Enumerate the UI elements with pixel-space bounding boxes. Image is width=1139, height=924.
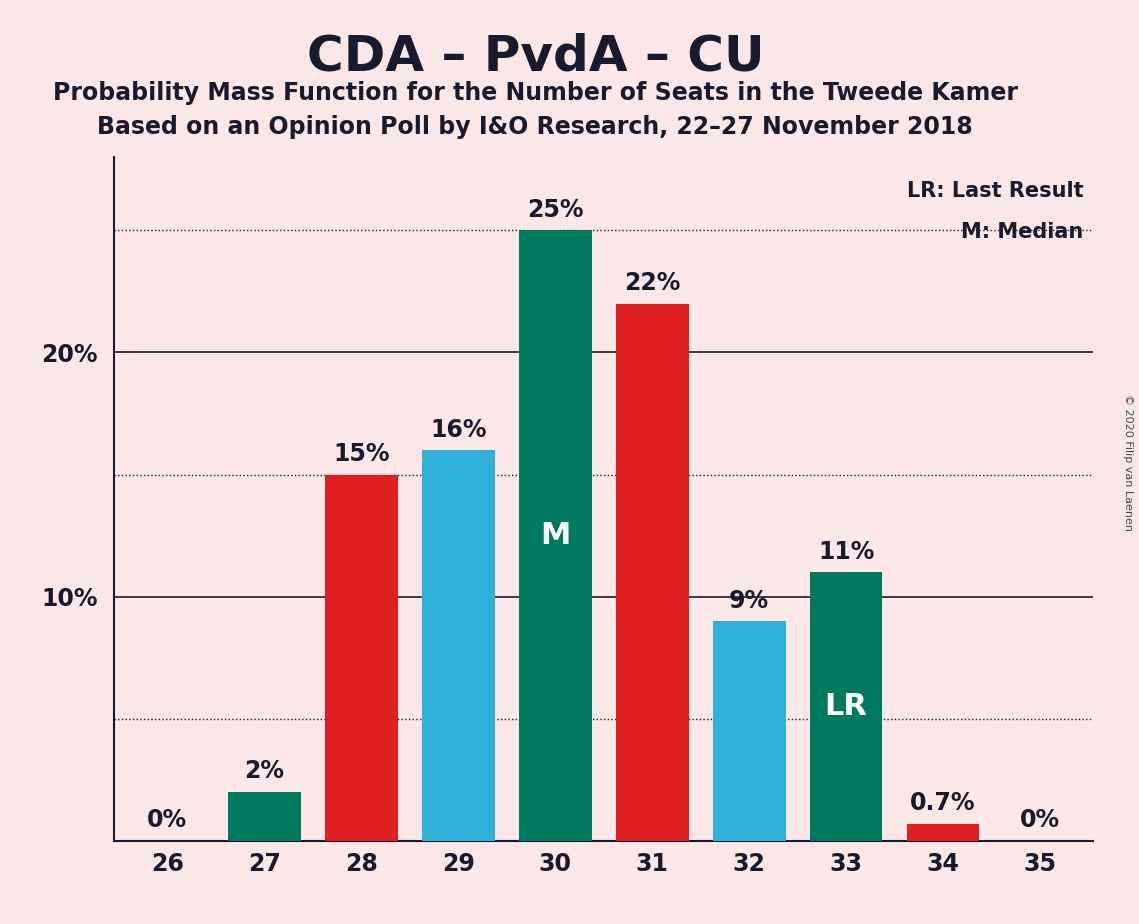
Text: LR: Last Result: LR: Last Result [907,181,1083,201]
Bar [228,792,301,841]
Bar [518,230,591,841]
Bar [713,621,786,841]
Bar [907,824,980,841]
Text: © 2020 Filip van Laenen: © 2020 Filip van Laenen [1123,394,1133,530]
Bar [810,572,883,841]
Text: Based on an Opinion Poll by I&O Research, 22–27 November 2018: Based on an Opinion Poll by I&O Research… [98,115,973,139]
Text: 9%: 9% [729,589,769,613]
Text: 0.7%: 0.7% [910,791,976,815]
Text: 25%: 25% [527,198,583,222]
Text: CDA – PvdA – CU: CDA – PvdA – CU [306,32,764,80]
Text: 0%: 0% [1021,808,1060,833]
Text: M: Median: M: Median [961,222,1083,242]
Bar [421,450,494,841]
Text: M: M [540,521,571,550]
Text: 11%: 11% [818,540,875,564]
Text: 0%: 0% [147,808,187,833]
Text: 15%: 15% [333,442,390,466]
Text: 16%: 16% [429,418,486,442]
Text: Probability Mass Function for the Number of Seats in the Tweede Kamer: Probability Mass Function for the Number… [52,81,1018,105]
Bar [325,475,398,841]
Text: LR: LR [825,692,868,721]
Text: 2%: 2% [244,760,285,784]
Bar [616,304,689,841]
Text: 22%: 22% [624,271,680,295]
